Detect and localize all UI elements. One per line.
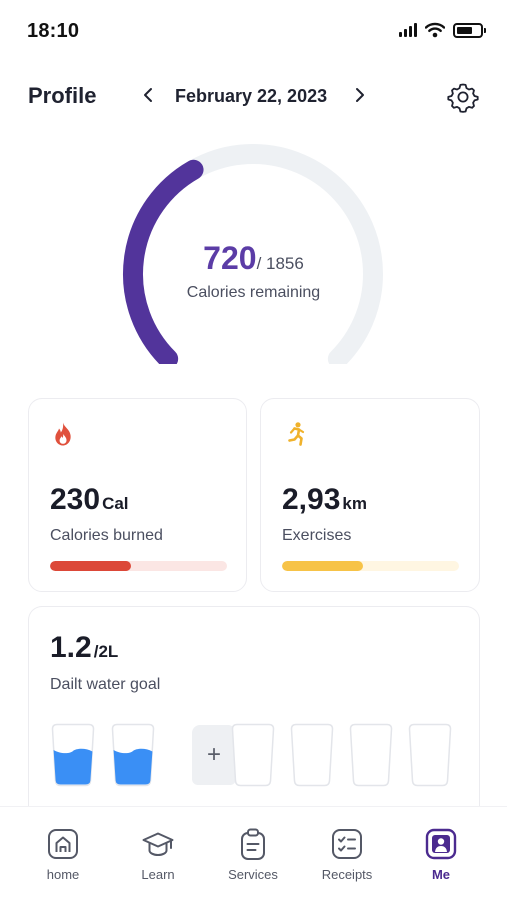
- calories-total: / 1856: [256, 254, 304, 273]
- calories-burned-card[interactable]: 230 Cal Calories burned: [28, 398, 247, 592]
- settings-button[interactable]: [446, 80, 480, 114]
- water-cup-filled[interactable]: [50, 723, 96, 787]
- nav-receipts-label: Receipts: [321, 867, 373, 882]
- header: Profile February 22, 2023: [0, 72, 507, 120]
- nav-services[interactable]: Services: [218, 825, 288, 885]
- status-time: 18:10: [27, 20, 80, 42]
- status-icons: [399, 22, 486, 38]
- calories-burned-progress: [50, 561, 227, 571]
- page-title: Profile: [28, 83, 97, 108]
- nav-me[interactable]: Me: [406, 825, 476, 885]
- previous-date-button[interactable]: [138, 84, 158, 106]
- clipboard-icon: [241, 828, 265, 860]
- exercises-label: Exercises: [282, 527, 352, 544]
- bottom-navigation: home Learn Services Receipts: [0, 806, 507, 900]
- checklist-icon: [332, 829, 362, 859]
- graduation-cap-icon: [142, 832, 174, 856]
- nav-home[interactable]: home: [28, 825, 98, 885]
- chevron-left-icon: [144, 88, 152, 102]
- running-icon: [288, 422, 305, 446]
- calories-burned-label: Calories burned: [50, 527, 163, 544]
- water-cup-empty[interactable]: [407, 723, 453, 787]
- battery-icon: [453, 22, 486, 38]
- nav-home-label: home: [46, 867, 80, 882]
- status-bar: 18:10: [0, 0, 507, 64]
- exercises-value: 2,93: [282, 483, 341, 516]
- nav-services-label: Services: [228, 867, 278, 882]
- gear-icon: [447, 83, 479, 113]
- nav-learn-label: Learn: [141, 867, 175, 882]
- calories-remaining-caption: Calories remaining: [186, 284, 321, 301]
- nav-receipts[interactable]: Receipts: [312, 825, 382, 885]
- water-goal-label: Dailt water goal: [50, 676, 161, 693]
- calories-burned-value: 230: [50, 483, 101, 516]
- chevron-right-icon: [356, 88, 364, 102]
- calories-burned-unit: Cal: [102, 494, 129, 513]
- water-cup-filled[interactable]: [110, 723, 156, 787]
- date-label: February 22, 2023: [175, 86, 328, 106]
- nav-me-label: Me: [431, 867, 451, 882]
- calories-burned-progress-fill: [50, 561, 132, 571]
- exercises-metric: 2,93 km: [282, 483, 367, 517]
- exercises-progress-fill: [282, 561, 364, 571]
- calorie-gauge: [123, 144, 383, 364]
- profile-icon: [425, 828, 457, 860]
- water-cups: +: [50, 723, 460, 789]
- water-cup-empty[interactable]: [230, 723, 276, 787]
- exercises-progress: [282, 561, 459, 571]
- exercises-unit: km: [342, 494, 367, 513]
- gauge-progress: [123, 159, 204, 364]
- next-date-button[interactable]: [350, 84, 370, 106]
- flame-icon: [55, 422, 71, 446]
- calories-remaining-number: 720: [203, 240, 257, 276]
- cellular-signal-icon: [399, 23, 417, 37]
- exercises-card[interactable]: 2,93 km Exercises: [260, 398, 480, 592]
- water-cup-empty[interactable]: [289, 723, 335, 787]
- calories-remaining-value: 720/ 1856: [0, 240, 507, 277]
- add-water-button[interactable]: +: [192, 725, 236, 785]
- home-icon: [48, 829, 78, 859]
- water-cup-empty[interactable]: [348, 723, 394, 787]
- water-unit: /2L: [93, 642, 119, 661]
- calories-burned-metric: 230 Cal: [50, 483, 129, 517]
- water-goal-card[interactable]: 1.2/2L Dailt water goal +: [28, 606, 480, 826]
- nav-learn[interactable]: Learn: [123, 825, 193, 885]
- water-value: 1.2: [50, 631, 92, 664]
- wifi-icon: [425, 22, 445, 38]
- water-metric: 1.2/2L: [50, 631, 118, 665]
